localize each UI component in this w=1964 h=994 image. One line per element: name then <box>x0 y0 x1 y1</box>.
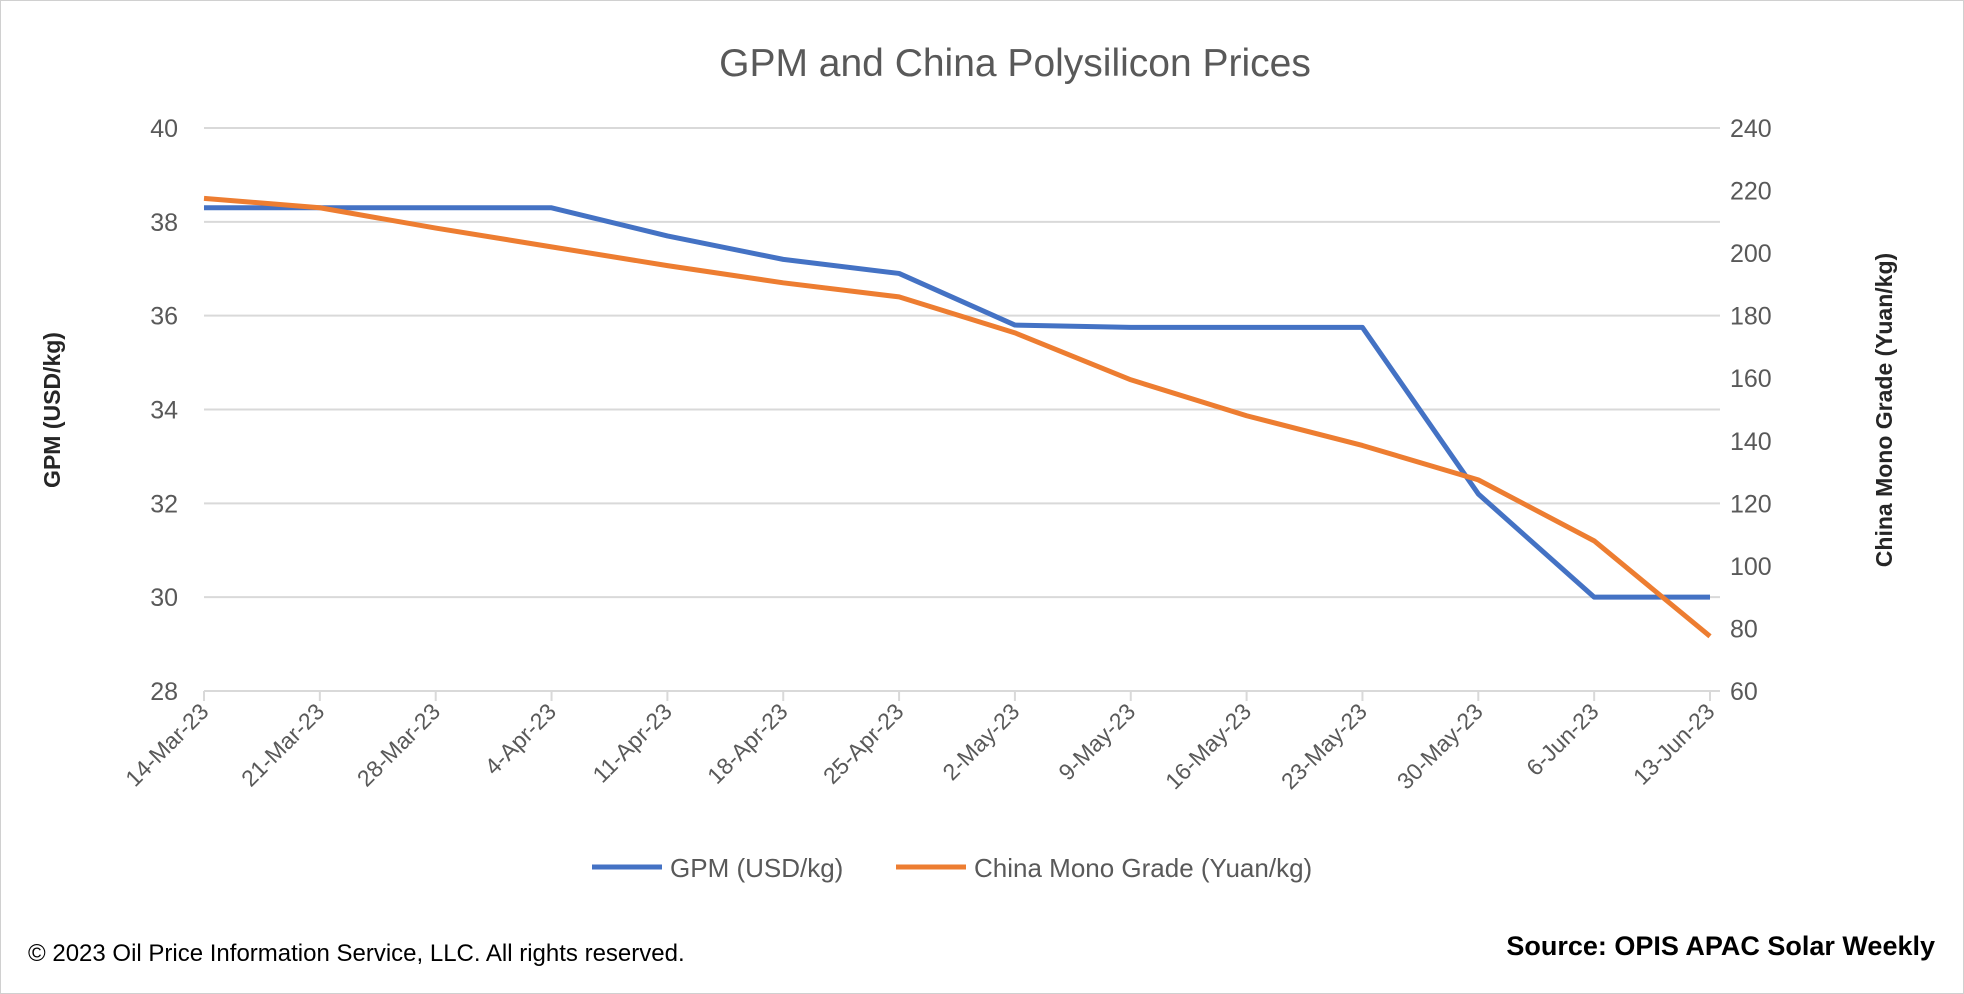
right-tick-label: 120 <box>1730 490 1772 518</box>
left-axis-label: GPM (USD/kg) <box>39 332 65 488</box>
x-tick-label: 6-Jun-23 <box>1521 698 1604 781</box>
x-tick-label: 23-May-23 <box>1276 698 1372 794</box>
left-tick-label: 36 <box>150 303 178 331</box>
x-tick-label: 28-Mar-23 <box>352 698 445 791</box>
right-tick-label: 100 <box>1730 553 1772 581</box>
left-tick-label: 40 <box>150 115 178 143</box>
right-tick-label: 200 <box>1730 240 1772 268</box>
right-axis-ticks: 60 80 100 120 140 160 180 200 220 240 <box>1730 115 1772 706</box>
legend-label-china-mono: China Mono Grade (Yuan/kg) <box>974 853 1312 883</box>
right-tick-label: 180 <box>1730 303 1772 331</box>
left-tick-label: 28 <box>150 678 178 706</box>
left-tick-label: 30 <box>150 584 178 612</box>
legend: GPM (USD/kg) China Mono Grade (Yuan/kg) <box>592 853 1312 883</box>
x-tick-label: 21-Mar-23 <box>236 698 329 791</box>
source-text: Source: OPIS APAC Solar Weekly <box>1506 931 1935 961</box>
x-tick-label: 30-May-23 <box>1392 698 1488 794</box>
series-line-china-mono <box>203 195 1712 639</box>
left-tick-label: 32 <box>150 490 178 518</box>
copyright-text: © 2023 Oil Price Information Service, LL… <box>28 940 685 967</box>
gridlines <box>204 127 1720 692</box>
x-tick-label: 4-Apr-23 <box>479 698 561 780</box>
chart-title: GPM and China Polysilicon Prices <box>719 42 1311 85</box>
left-tick-label: 38 <box>150 209 178 237</box>
x-tick-label: 16-May-23 <box>1160 698 1256 794</box>
right-tick-label: 160 <box>1730 365 1772 393</box>
x-tick-label: 25-Apr-23 <box>818 698 909 789</box>
legend-label-gpm: GPM (USD/kg) <box>670 853 843 883</box>
right-tick-label: 240 <box>1730 115 1772 143</box>
x-tick-label: 11-Apr-23 <box>587 698 677 788</box>
series-line-gpm <box>204 205 1710 600</box>
left-axis-ticks: 28 30 32 34 36 38 40 <box>150 115 178 706</box>
x-tick-label: 9-May-23 <box>1053 698 1140 785</box>
left-tick-label: 34 <box>150 397 178 425</box>
x-tick-label: 18-Apr-23 <box>702 698 793 789</box>
x-tick-label: 14-Mar-23 <box>120 698 213 791</box>
right-tick-label: 80 <box>1730 615 1758 643</box>
right-axis-label: China Mono Grade (Yuan/kg) <box>1871 253 1897 567</box>
x-tick-label: 2-May-23 <box>937 698 1024 785</box>
x-tick-label: 13-Jun-23 <box>1628 698 1720 790</box>
series-lines <box>203 195 1712 639</box>
right-tick-label: 140 <box>1730 428 1772 456</box>
right-tick-label: 220 <box>1730 178 1772 206</box>
right-tick-label: 60 <box>1730 678 1758 706</box>
x-axis-ticks: 14-Mar-23 21-Mar-23 28-Mar-23 4-Apr-23 11-Ap… <box>120 691 1720 794</box>
